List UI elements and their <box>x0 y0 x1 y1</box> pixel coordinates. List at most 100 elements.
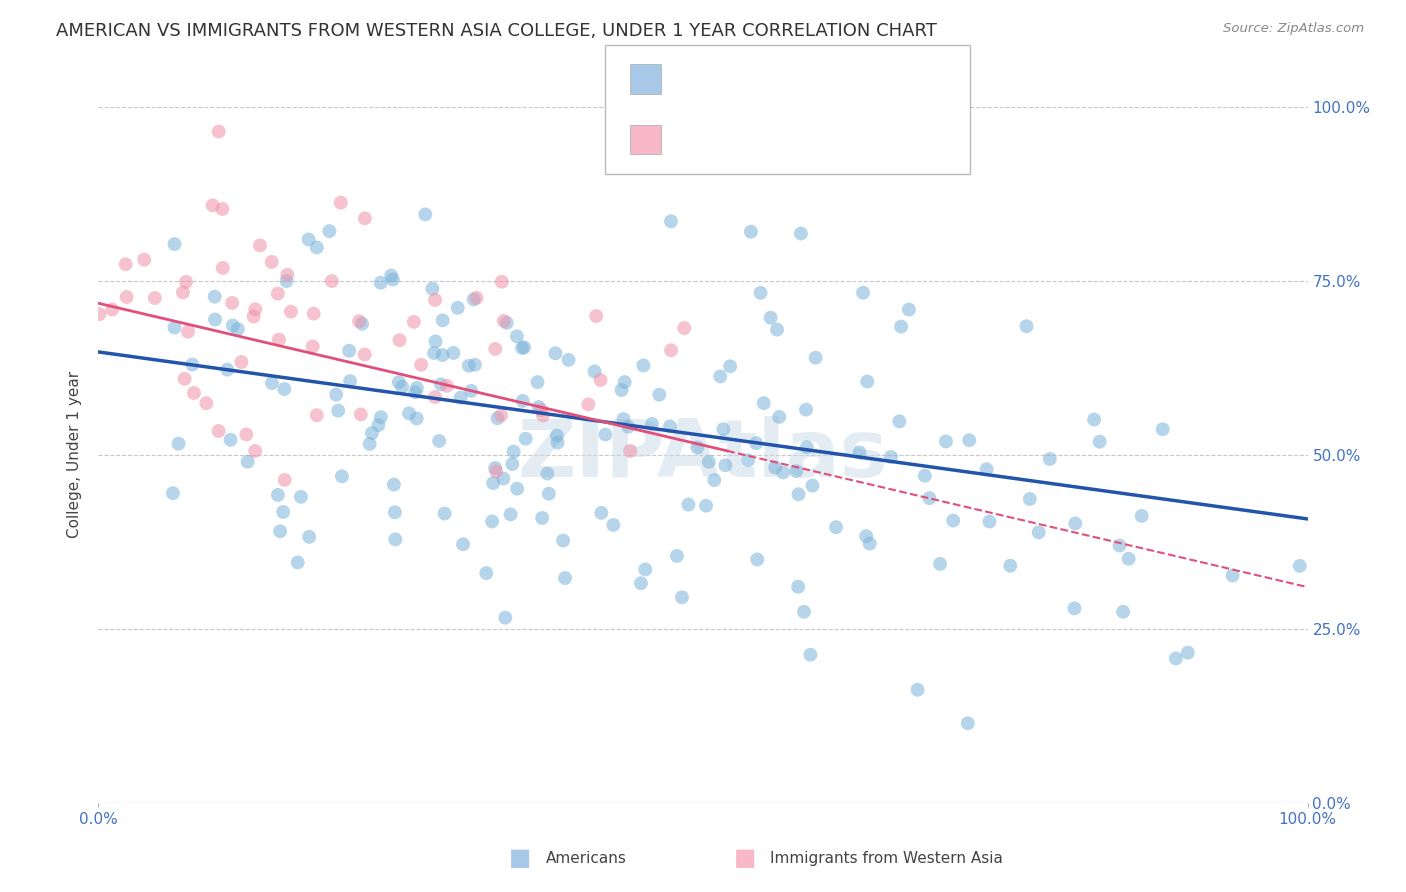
Point <box>501 457 523 471</box>
Point <box>1028 525 1050 540</box>
Point <box>665 549 688 563</box>
Point <box>115 290 138 304</box>
Point <box>406 381 429 395</box>
Text: 59: 59 <box>808 130 831 148</box>
Point <box>759 310 782 325</box>
Point <box>242 310 264 324</box>
Point <box>914 468 936 483</box>
Point <box>794 402 817 417</box>
Point <box>935 434 957 449</box>
Point <box>787 580 810 594</box>
Point <box>318 224 340 238</box>
Point <box>101 302 124 317</box>
Point <box>245 302 267 317</box>
Text: N =: N = <box>780 70 817 88</box>
Point <box>512 393 534 408</box>
Point <box>804 351 827 365</box>
Point <box>714 458 737 473</box>
Point <box>536 467 558 481</box>
Point <box>330 469 353 483</box>
Point <box>747 552 769 566</box>
Point <box>1015 319 1038 334</box>
Point <box>436 379 458 393</box>
Point <box>298 530 321 544</box>
Point <box>918 491 941 505</box>
Point <box>695 499 717 513</box>
Point <box>1164 651 1187 665</box>
Point <box>276 274 298 288</box>
Point <box>236 455 259 469</box>
Point <box>460 384 482 398</box>
Point <box>463 293 485 307</box>
Point <box>328 403 350 417</box>
Point <box>793 605 815 619</box>
Point <box>583 364 606 378</box>
Point <box>494 611 516 625</box>
Point <box>163 237 186 252</box>
Point <box>422 282 444 296</box>
Point <box>388 375 411 389</box>
Point <box>763 460 786 475</box>
Point <box>475 566 498 580</box>
Point <box>942 514 965 528</box>
Point <box>134 252 156 267</box>
Point <box>659 343 682 358</box>
Point <box>260 255 283 269</box>
Point <box>641 417 664 431</box>
Point <box>1118 551 1140 566</box>
Point <box>703 473 725 487</box>
Point <box>451 537 474 551</box>
Point <box>546 428 568 442</box>
Point <box>745 436 768 450</box>
Point <box>208 124 231 138</box>
Point <box>430 377 453 392</box>
Point <box>183 386 205 401</box>
Point <box>432 313 454 327</box>
Point <box>772 466 794 480</box>
Point <box>89 307 111 321</box>
Point <box>172 285 194 300</box>
Point <box>499 508 522 522</box>
Point <box>526 375 548 389</box>
Point <box>290 490 312 504</box>
Point <box>848 445 870 459</box>
Point <box>859 536 882 550</box>
Point <box>907 682 929 697</box>
Point <box>482 476 505 491</box>
Point <box>226 322 249 336</box>
Point <box>506 482 529 496</box>
Point <box>889 414 911 428</box>
Point <box>235 427 257 442</box>
Point <box>273 382 295 396</box>
Point <box>515 432 537 446</box>
Point <box>486 411 509 425</box>
Point <box>553 533 575 548</box>
Point <box>589 373 612 387</box>
Point <box>347 314 370 328</box>
Point <box>659 214 682 228</box>
Point <box>173 372 195 386</box>
Point <box>443 346 465 360</box>
Point <box>305 408 328 422</box>
Text: R =: R = <box>672 70 709 88</box>
Point <box>302 307 325 321</box>
Point <box>880 450 903 464</box>
Point <box>513 340 536 354</box>
Point <box>495 316 517 330</box>
Point <box>510 341 533 355</box>
Point <box>305 240 328 254</box>
Point <box>329 195 352 210</box>
Point <box>648 387 671 401</box>
Text: -0.361: -0.361 <box>700 130 759 148</box>
Point <box>489 409 512 423</box>
Text: ZIPAtlas: ZIPAtlas <box>517 416 889 494</box>
Point <box>267 488 290 502</box>
Point <box>267 286 290 301</box>
Point <box>613 375 636 389</box>
Point <box>547 435 569 450</box>
Point <box>207 424 229 438</box>
Point <box>450 391 472 405</box>
Point <box>245 444 267 458</box>
Text: Immigrants from Western Asia: Immigrants from Western Asia <box>770 851 1004 865</box>
Point <box>325 387 347 401</box>
